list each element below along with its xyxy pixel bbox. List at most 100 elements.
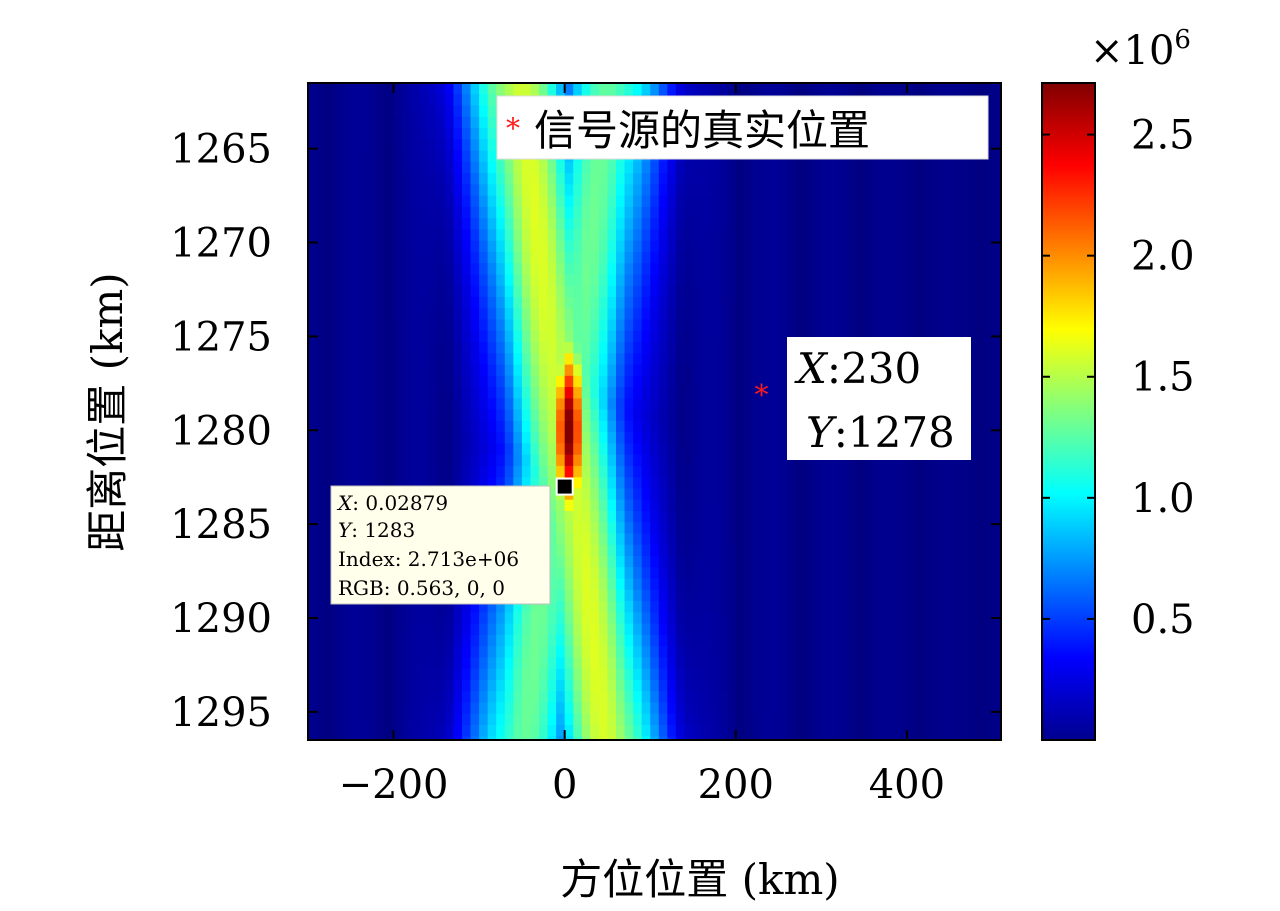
heatmap-cell: [752, 679, 763, 692]
heatmap-cell: [598, 285, 609, 298]
heatmap-cell: [949, 477, 959, 490]
heatmap-cell: [573, 702, 583, 715]
heatmap-cell: [453, 724, 463, 737]
heatmap-cell: [804, 83, 814, 95]
heatmap-cell: [342, 229, 352, 242]
heatmap-cell: [778, 691, 788, 704]
heatmap-cell: [838, 601, 848, 613]
heatmap-cell: [479, 432, 489, 445]
heatmap-cell: [915, 702, 925, 715]
heatmap-cell: [393, 229, 403, 242]
heatmap-cell: [915, 488, 925, 501]
heatmap-cell: [504, 465, 514, 478]
heatmap-cell: [941, 646, 951, 659]
heatmap-cell: [633, 330, 643, 343]
heatmap-cell: [598, 420, 609, 433]
heatmap-cell: [385, 308, 395, 321]
heatmap-cell: [479, 454, 489, 467]
heatmap-cell: [616, 544, 626, 557]
heatmap-cell: [718, 263, 728, 276]
heatmap-cell: [607, 477, 617, 490]
heatmap-cell: [325, 218, 335, 231]
heatmap-cell: [479, 713, 489, 726]
heatmap-cell: [633, 432, 643, 445]
heatmap-cell: [479, 646, 489, 659]
heatmap-cell: [966, 274, 976, 287]
heatmap-cell: [410, 623, 420, 636]
heatmap-cell: [667, 691, 677, 704]
heatmap-cell: [812, 736, 822, 740]
heatmap-cell: [367, 240, 378, 253]
heatmap-cell: [992, 285, 1001, 298]
heatmap-cell: [693, 263, 703, 276]
heatmap-cell: [393, 668, 403, 681]
heatmap-cell: [795, 488, 805, 501]
heatmap-cell: [847, 499, 857, 512]
heatmap-cell: [616, 567, 626, 580]
heatmap-cell: [325, 679, 335, 692]
heatmap-cell: [727, 409, 737, 422]
heatmap-cell: [667, 724, 677, 737]
heatmap-cell: [633, 465, 643, 478]
heatmap-cell: [787, 499, 797, 512]
heatmap-cell: [444, 218, 455, 231]
heatmap-cell: [444, 623, 455, 636]
heatmap-cell: [607, 173, 617, 185]
heatmap-cell: [795, 173, 805, 185]
heatmap-cell: [941, 161, 951, 174]
heatmap-cell: [701, 736, 711, 740]
heatmap-cell: [958, 173, 968, 185]
datatip-marker[interactable]: [555, 477, 574, 496]
heatmap-cell: [898, 161, 908, 174]
heatmap-cell: [487, 240, 497, 253]
heatmap-cell: [350, 375, 360, 388]
heatmap-cell: [667, 398, 677, 411]
heatmap-cell: [898, 736, 908, 740]
heatmap-cell: [419, 612, 429, 625]
heatmap-cell: [693, 657, 703, 670]
heatmap-cell: [915, 522, 925, 535]
heatmap-cell: [770, 387, 780, 399]
heatmap-cell: [436, 601, 446, 613]
heatmap-cell: [333, 173, 343, 185]
heatmap-cell: [462, 161, 472, 174]
heatmap-cell: [547, 499, 557, 512]
heatmap-cell: [342, 477, 352, 490]
heatmap-cell: [975, 285, 985, 298]
datatip-box: [330, 485, 551, 605]
heatmap-cell: [770, 488, 780, 501]
datatip[interactable]: X: 0.02879 Y: 1283 Index: 2.713e+06 RGB:…: [330, 477, 574, 605]
y-tick-label: 1270: [170, 221, 272, 267]
heatmap-cell: [966, 668, 976, 681]
heatmap-cell: [641, 398, 651, 411]
heatmap-cell: [308, 443, 318, 456]
heatmap-cell: [761, 263, 771, 276]
heatmap-cell: [402, 173, 412, 185]
heatmap-cell: [761, 342, 771, 354]
heatmap-cell: [855, 589, 865, 602]
heatmap-cell: [590, 206, 600, 219]
heatmap-cell: [992, 206, 1001, 219]
heatmap-cell: [504, 206, 514, 219]
heatmap-cell: [607, 387, 617, 399]
heatmap-cell: [573, 173, 583, 185]
heatmap-cell: [521, 409, 532, 422]
heatmap-cell: [812, 679, 822, 692]
heatmap-cell: [770, 522, 780, 535]
heatmap-cell: [564, 702, 574, 715]
heatmap-cell: [829, 679, 840, 692]
heatmap-cell: [650, 251, 660, 264]
heatmap-cell: [992, 150, 1001, 163]
heatmap-cell: [385, 432, 395, 445]
heatmap-cell: [770, 195, 780, 208]
heatmap-cell: [470, 409, 480, 422]
heatmap-cell: [504, 623, 514, 636]
heatmap-cell: [881, 724, 891, 737]
heatmap-cell: [308, 601, 318, 613]
heatmap-cell: [778, 342, 788, 354]
heatmap-cell: [847, 240, 857, 253]
heatmap-cell: [718, 409, 728, 422]
heatmap-cell: [975, 409, 985, 422]
heatmap-cell: [787, 679, 797, 692]
heatmap-cell: [624, 736, 634, 740]
